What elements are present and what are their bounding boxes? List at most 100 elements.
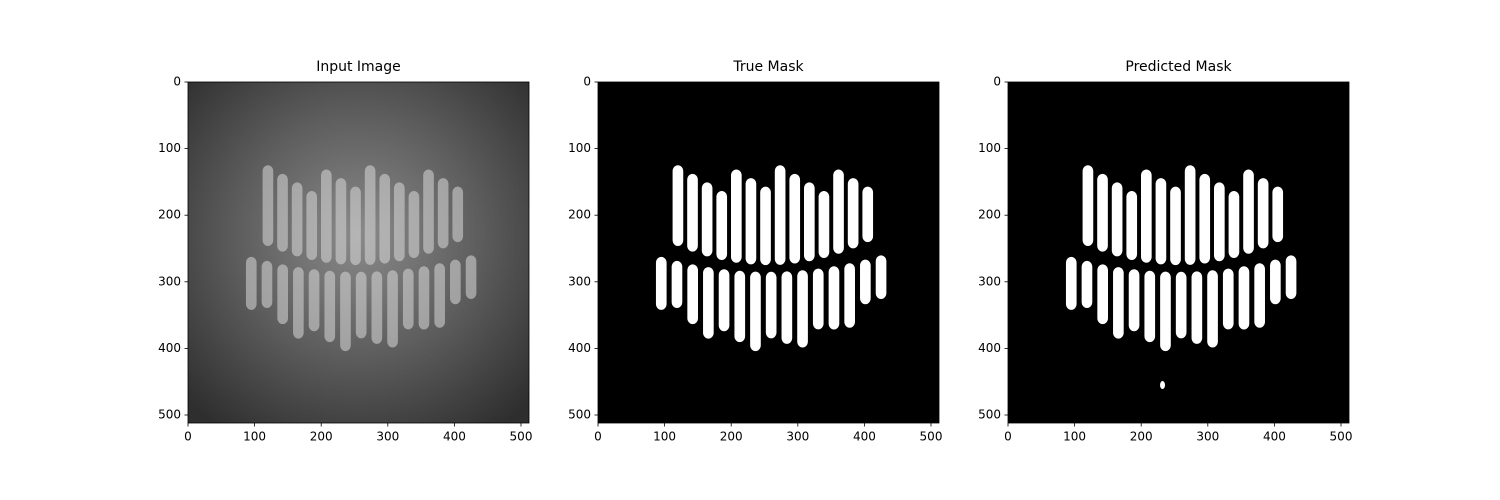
- x-tick-label: 500: [1330, 430, 1353, 444]
- tooth: [1228, 190, 1240, 258]
- axes-frame: [597, 81, 940, 424]
- tooth: [1140, 169, 1152, 263]
- image-panel: [188, 82, 529, 423]
- tooth: [750, 271, 761, 352]
- y-tick-label: 300: [568, 274, 591, 288]
- x-tick-label: 300: [1196, 430, 1219, 444]
- tooth: [860, 259, 871, 305]
- tooth: [277, 264, 288, 325]
- tooth: [324, 270, 336, 343]
- tooth: [1144, 270, 1156, 343]
- tooth: [1257, 178, 1269, 249]
- tooth: [364, 165, 376, 265]
- tooth: [262, 165, 274, 246]
- x-tick-label: 100: [653, 430, 676, 444]
- tooth: [1272, 186, 1284, 243]
- x-tick-label: 100: [243, 430, 266, 444]
- tooth: [781, 271, 793, 344]
- tooth: [818, 190, 830, 258]
- panel-title: True Mask: [732, 59, 804, 75]
- tooth: [1199, 173, 1211, 264]
- tooth: [862, 186, 874, 243]
- x-tick-label: 200: [720, 430, 743, 444]
- tooth: [765, 271, 777, 339]
- tooth: [1097, 173, 1108, 252]
- tooth: [734, 270, 746, 343]
- tooth: [293, 267, 304, 339]
- tooth: [261, 260, 273, 308]
- tooth: [1097, 264, 1108, 325]
- tooth: [379, 173, 391, 264]
- tooth: [465, 255, 477, 300]
- tooth: [804, 182, 815, 262]
- tooth: [701, 182, 713, 257]
- x-tick-label: 500: [920, 430, 943, 444]
- panel-title: Predicted Mask: [1125, 59, 1232, 75]
- y-tick-label: 0: [993, 75, 1001, 89]
- tooth: [308, 269, 320, 332]
- y-tick-label: 100: [568, 141, 591, 155]
- tooth: [1113, 267, 1124, 339]
- tooth: [844, 263, 855, 328]
- x-tick-label: 500: [510, 430, 533, 444]
- tooth: [1270, 259, 1281, 305]
- tooth: [408, 190, 420, 258]
- y-tick-label: 100: [158, 141, 181, 155]
- tooth: [452, 186, 464, 243]
- x-tick-label: 400: [443, 430, 466, 444]
- x-tick-label: 400: [1263, 430, 1286, 444]
- x-tick-label: 200: [310, 430, 333, 444]
- tooth: [335, 178, 347, 265]
- y-tick-label: 400: [158, 341, 181, 355]
- tooth: [1207, 270, 1218, 348]
- tooth: [1065, 256, 1077, 310]
- tooth: [789, 173, 801, 264]
- tooth: [402, 268, 414, 330]
- tooth: [745, 178, 757, 265]
- tooth: [703, 267, 714, 339]
- y-tick-label: 500: [568, 408, 591, 422]
- tooth: [423, 169, 434, 254]
- tooth: [1184, 165, 1196, 265]
- tooth: [418, 266, 430, 330]
- y-tick-label: 400: [568, 341, 591, 355]
- image-panel: [1008, 82, 1349, 423]
- y-tick-label: 500: [978, 408, 1001, 422]
- tooth: [833, 169, 844, 254]
- y-tick-label: 500: [158, 408, 181, 422]
- tooth: [1155, 178, 1167, 265]
- y-tick-label: 300: [158, 274, 181, 288]
- x-tick-label: 200: [1130, 430, 1153, 444]
- blob: [1160, 381, 1166, 390]
- tooth: [730, 169, 742, 263]
- tooth: [812, 268, 824, 330]
- axes-frame: [1007, 81, 1350, 424]
- tooth: [1128, 269, 1140, 332]
- tooth: [687, 264, 698, 325]
- x-tick-label: 0: [184, 430, 192, 444]
- tooth: [847, 178, 859, 249]
- axes-frame: [187, 81, 530, 424]
- tooth: [1126, 190, 1138, 261]
- tooth: [245, 256, 257, 310]
- tooth: [655, 256, 667, 310]
- x-tick-label: 0: [1004, 430, 1012, 444]
- tooth: [1214, 182, 1225, 262]
- tooth: [1285, 255, 1297, 300]
- tooth: [1160, 271, 1171, 352]
- y-tick-label: 100: [978, 141, 1001, 155]
- tooth: [797, 270, 808, 348]
- y-tick-label: 400: [978, 341, 1001, 355]
- tooth: [716, 190, 728, 261]
- x-tick-label: 300: [786, 430, 809, 444]
- tooth: [1081, 260, 1093, 308]
- y-tick-label: 200: [978, 208, 1001, 222]
- tooth: [1254, 263, 1265, 328]
- y-tick-label: 0: [173, 75, 181, 89]
- tooth: [437, 178, 449, 249]
- y-tick-label: 300: [978, 274, 1001, 288]
- tooth: [687, 173, 698, 252]
- x-tick-label: 0: [594, 430, 602, 444]
- tooth: [1243, 169, 1254, 254]
- tooth: [1175, 271, 1187, 339]
